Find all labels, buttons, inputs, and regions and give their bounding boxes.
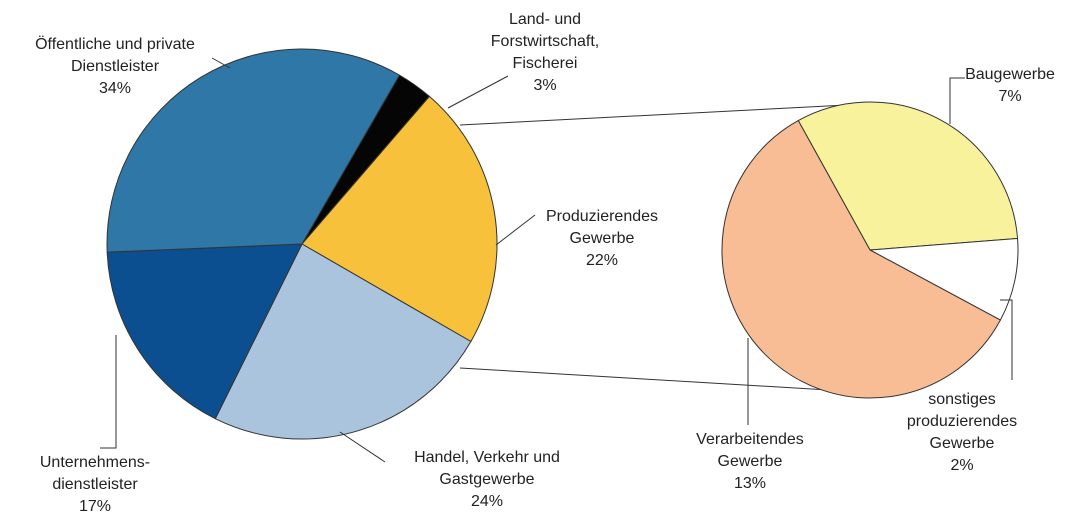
- slice-label: Forstwirtschaft,: [491, 33, 599, 50]
- slice-label: Gastgewerbe: [439, 471, 534, 488]
- value-label: 2%: [950, 457, 973, 474]
- slice-label: Gewerbe: [718, 453, 783, 470]
- value-label: 13%: [734, 475, 766, 492]
- value-label: 3%: [533, 77, 556, 94]
- slice-label: Handel, Verkehr und: [414, 449, 560, 466]
- pie-slice: [797, 101, 1019, 251]
- pie-slice: [868, 237, 1019, 321]
- leader-line: [949, 77, 965, 124]
- leader-line: [1000, 299, 1013, 380]
- slice-label: Gewerbe: [570, 230, 635, 247]
- slice-label: Produzierendes: [546, 208, 658, 225]
- leader-line: [447, 75, 509, 109]
- slice-label: Land- und: [509, 11, 581, 28]
- connector-line: [459, 103, 867, 126]
- pie-slice: [721, 119, 1002, 399]
- slice-label: Unternehmens-: [40, 454, 150, 471]
- pie-slice: [214, 243, 472, 440]
- leader-line: [211, 57, 231, 69]
- slice-label: Dienstleister: [71, 58, 160, 75]
- slice-label: dienstleister: [52, 476, 138, 493]
- value-label: 22%: [586, 252, 618, 269]
- leader-line: [100, 335, 117, 449]
- value-label: 7%: [998, 88, 1021, 105]
- slice-label: produzierendes: [907, 413, 1017, 430]
- leader-line: [495, 214, 536, 246]
- connector-line: [459, 367, 863, 393]
- slice-label: sonstiges: [928, 391, 996, 408]
- slice-label: Gewerbe: [930, 435, 995, 452]
- slice-label: Verarbeitendes: [696, 431, 804, 448]
- value-label: 34%: [99, 80, 131, 97]
- slice-label: Baugewerbe: [965, 66, 1055, 83]
- value-label: 17%: [79, 498, 111, 515]
- leader-line: [339, 431, 386, 463]
- value-label: 24%: [471, 493, 503, 510]
- pie-slice: [106, 48, 401, 253]
- pie-slice: [106, 243, 303, 420]
- slice-label: Fischerei: [513, 55, 578, 72]
- pie-slice: [301, 95, 498, 343]
- slice-label: Öffentliche und private: [35, 35, 195, 53]
